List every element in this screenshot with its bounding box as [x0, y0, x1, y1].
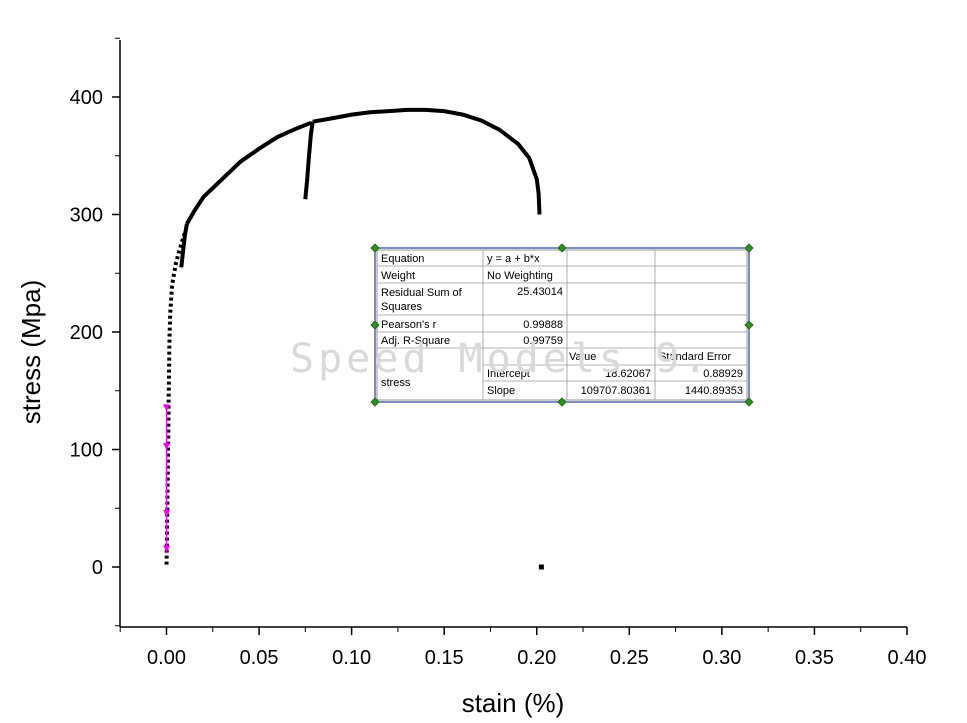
- table-header-se: Standard Error: [659, 351, 731, 363]
- data-curve-segment: [164, 231, 187, 565]
- x-tick-label: 0.15: [425, 647, 464, 669]
- data-curve-segment: [179, 223, 189, 268]
- resize-handle[interactable]: [370, 320, 380, 330]
- fit-results-table[interactable]: Equation Weight Residual Sum of Squares …: [290, 243, 754, 407]
- resize-handle[interactable]: [370, 397, 380, 407]
- fit-marker[interactable]: [163, 545, 170, 553]
- table-header-value: Value: [569, 351, 596, 363]
- resize-handle[interactable]: [744, 243, 754, 253]
- table-value-adj-r2: 0.99759: [523, 335, 563, 347]
- x-axis-title: stain (%): [462, 688, 565, 718]
- table-label-param-group: stress: [381, 377, 411, 389]
- table-param-intercept-value: 18.62067: [605, 368, 651, 380]
- data-series: [163, 107, 544, 570]
- y-tick-label: 200: [70, 322, 103, 344]
- x-tick-label: 0.05: [240, 647, 279, 669]
- data-curve-segment: [303, 121, 315, 200]
- table-param-slope-value: 109707.80361: [581, 385, 651, 397]
- resize-handle[interactable]: [557, 397, 567, 407]
- table-value-rss: 25.43014: [517, 286, 563, 298]
- x-axis-ticks: 0.00 0.05 0.10 0.15 0.20 0.25 0.30 0.35 0.40: [119, 627, 927, 669]
- table-param-slope-name: Slope: [487, 385, 515, 397]
- table-label-pearson: Pearson's r: [381, 319, 437, 331]
- resize-handle[interactable]: [744, 397, 754, 407]
- x-tick-label: 0.30: [702, 647, 741, 669]
- x-tick-label: 0.35: [795, 647, 834, 669]
- resize-handle[interactable]: [744, 320, 754, 330]
- table-label-equation: Equation: [381, 253, 424, 265]
- data-curve-segment: [185, 120, 312, 225]
- watermark-text: Speed Models 9.: [290, 336, 711, 382]
- x-tick-label: 0.40: [888, 647, 927, 669]
- fit-marker[interactable]: [163, 510, 170, 518]
- table-param-slope-se: 1440.89353: [685, 385, 743, 397]
- selection-handles[interactable]: [370, 243, 754, 407]
- table-value-weight: No Weighting: [487, 270, 553, 282]
- table-value-pearson: 0.99888: [523, 319, 563, 331]
- x-tick-label: 0.20: [517, 647, 556, 669]
- plot-axes: [119, 40, 907, 628]
- x-tick-label: 0.25: [610, 647, 649, 669]
- table-label-rss-line2: Squares: [381, 301, 422, 313]
- table-grid: [377, 250, 747, 400]
- x-tick-label: 0.10: [332, 647, 371, 669]
- resize-handle[interactable]: [370, 243, 380, 253]
- table-label-weight: Weight: [381, 270, 415, 282]
- y-tick-label: 300: [70, 205, 103, 227]
- y-tick-label: 400: [70, 87, 103, 109]
- y-axis-title: stress (Mpa): [16, 280, 46, 424]
- resize-handle[interactable]: [557, 243, 567, 253]
- table-param-intercept-name: Intercept: [487, 368, 530, 380]
- table-value-equation: y = a + b*x: [487, 253, 540, 265]
- table-label-adj-r2: Adj. R-Square: [381, 335, 450, 347]
- table-label-rss-line1: Residual Sum of: [381, 287, 463, 299]
- fit-marker[interactable]: [163, 443, 170, 451]
- table-param-intercept-se: 0.88929: [703, 368, 743, 380]
- y-tick-label: 0: [92, 557, 103, 579]
- data-point: [538, 564, 544, 570]
- x-tick-label: 0.00: [147, 647, 186, 669]
- y-tick-label: 100: [70, 440, 103, 462]
- data-curve-segment: [312, 107, 542, 215]
- fit-marker[interactable]: [163, 404, 170, 412]
- y-axis-ticks: 0 100 200 300 400: [70, 37, 120, 627]
